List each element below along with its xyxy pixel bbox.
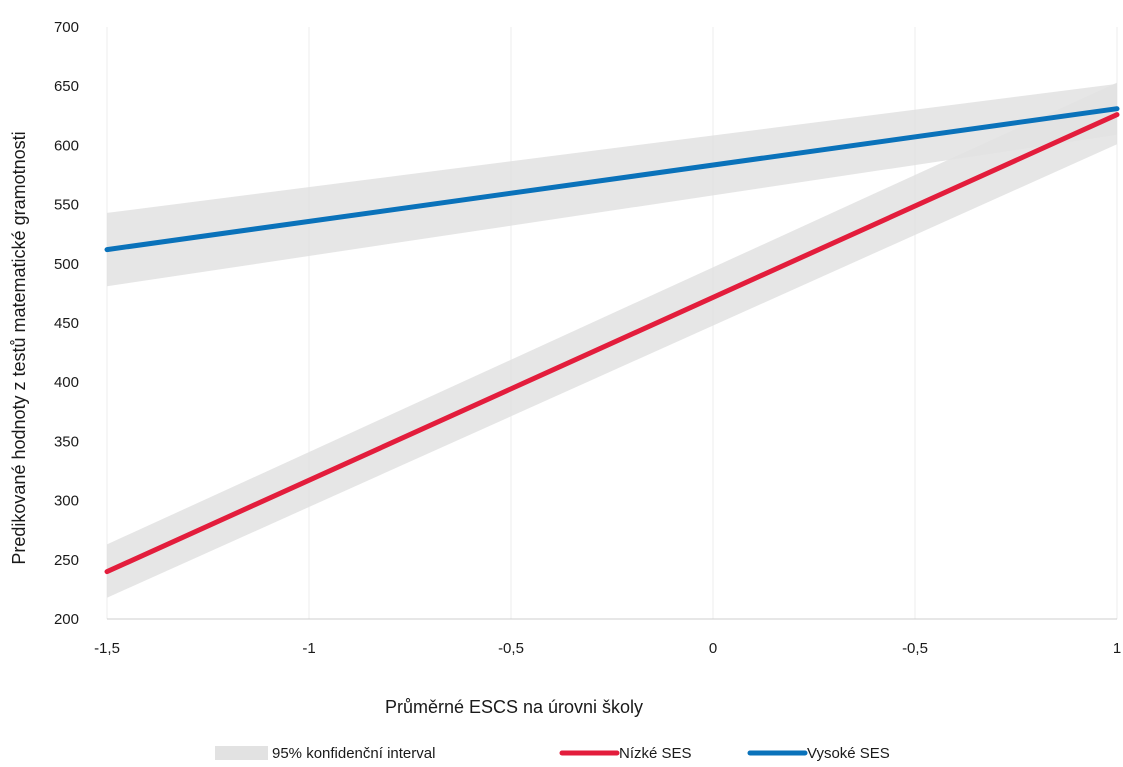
- series-line: [104, 112, 1120, 575]
- y-tick-label: 300: [54, 493, 79, 510]
- y-tick-label: 500: [54, 256, 79, 273]
- y-tick-label: 550: [54, 197, 79, 214]
- series-lines: [104, 106, 1120, 575]
- x-axis-ticks: -1,5 -1 -0,5 0 -0,5 1: [94, 640, 1121, 657]
- x-tick-label: 1: [1113, 640, 1121, 657]
- x-tick-label: 0: [709, 640, 717, 657]
- legend-swatch-band: [215, 746, 268, 760]
- y-tick-label: 200: [54, 611, 79, 628]
- series-line: [104, 106, 1120, 253]
- legend-label: Nízké SES: [619, 745, 692, 762]
- y-tick-label: 700: [54, 19, 79, 36]
- y-tick-label: 250: [54, 552, 79, 569]
- x-tick-label: -1,5: [94, 640, 120, 657]
- legend: 95% konfidenční interval Nízké SES Vysoké …: [215, 745, 890, 762]
- legend-label: Vysoké SES: [807, 745, 890, 762]
- y-axis-ticks: 200 250 300 350 400 450 500 550 600 650 700: [54, 19, 79, 628]
- confidence-band: [107, 83, 1117, 287]
- y-axis-title: Predikované hodnoty z testů matematické …: [9, 131, 29, 564]
- x-tick-label: -0,5: [902, 640, 928, 657]
- y-tick-label: 350: [54, 433, 79, 450]
- legend-label: 95% konfidenční interval: [272, 745, 435, 762]
- x-axis-title: Průměrné ESCS na úrovni školy: [385, 697, 643, 717]
- y-tick-label: 450: [54, 315, 79, 332]
- x-tick-label: -1: [302, 640, 315, 657]
- confidence-band: [107, 82, 1117, 598]
- y-tick-label: 400: [54, 374, 79, 391]
- y-tick-label: 650: [54, 78, 79, 95]
- y-tick-label: 600: [54, 137, 79, 154]
- confidence-bands: [107, 82, 1117, 598]
- x-tick-label: -0,5: [498, 640, 524, 657]
